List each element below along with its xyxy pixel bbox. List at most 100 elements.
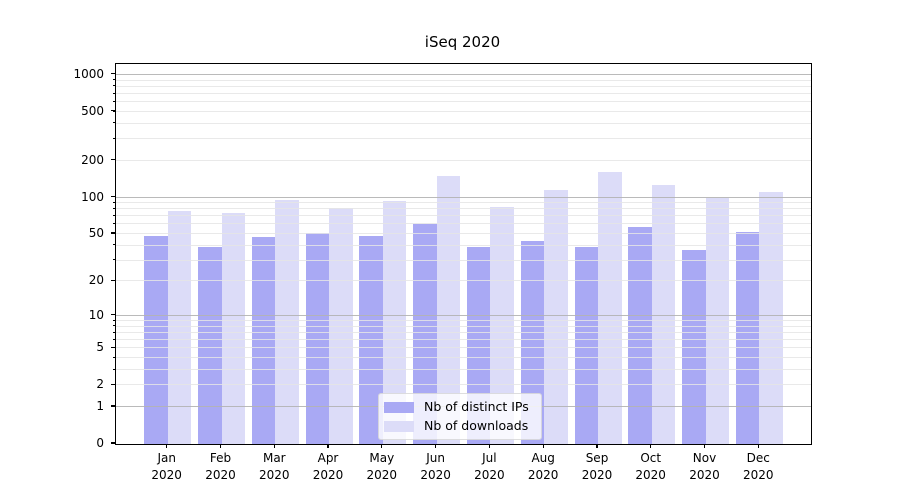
y-minor-tick-mark-300: [112, 137, 115, 139]
y-minor-tick-mark-900: [112, 79, 115, 80]
legend-item-distinct-ips: Nb of distinct IPs: [384, 400, 529, 414]
y-tick-mark-0: [111, 442, 115, 444]
x-tick-label-may: May 2020: [366, 451, 398, 482]
bar-distinct-ips-dec: [735, 231, 760, 444]
y-minor-tick-mark-9: [112, 319, 115, 321]
bar-downloads-oct: [651, 184, 676, 444]
y-tick-label-50: 50: [88, 226, 104, 240]
x-tick-mark-may: [381, 444, 383, 448]
y-tick-label-5: 5: [96, 340, 104, 355]
x-tick-label-aug: Aug 2020: [527, 451, 559, 482]
y-minor-tick-mark-30: [112, 259, 115, 260]
gridline-major-1000: [116, 73, 811, 75]
bar-downloads-jun: [436, 176, 461, 444]
x-tick-mark-dec: [757, 444, 759, 448]
y-tick-mark-10: [111, 314, 115, 316]
bar-distinct-ips-sep: [574, 246, 598, 444]
y-minor-tick-mark-5: [112, 346, 115, 348]
y-tick-label-2: 2: [96, 377, 104, 392]
x-tick-label-dec: Dec 2020: [743, 451, 774, 482]
legend-swatch-distinct-ips: [384, 401, 414, 413]
bar-downloads-dec: [759, 192, 783, 444]
gridline-minor-900: [116, 79, 811, 81]
x-tick-label-mar: Mar 2020: [259, 451, 290, 482]
y-minor-tick-mark-70: [112, 214, 115, 216]
y-tick-label-200: 200: [81, 152, 104, 167]
x-tick-label-jan: Jan 2020: [151, 451, 182, 482]
legend-swatch-downloads: [384, 420, 414, 432]
gridline-minor-500: [116, 110, 811, 112]
legend-label-distinct-ips: Nb of distinct IPs: [424, 399, 529, 414]
bar-distinct-ips-oct: [628, 227, 652, 444]
bar-downloads-jan: [167, 211, 192, 444]
y-tick-label-100: 100: [81, 189, 104, 204]
gridline-minor-700: [116, 93, 811, 94]
bar-downloads-mar: [275, 199, 299, 444]
bar-distinct-ips-apr: [305, 232, 329, 444]
legend-item-downloads: Nb of downloads: [384, 419, 529, 433]
x-tick-mark-oct: [650, 444, 652, 448]
x-tick-label-feb: Feb 2020: [205, 451, 236, 482]
bar-downloads-feb: [221, 213, 245, 444]
x-tick-label-jul: Jul 2020: [474, 451, 505, 482]
legend: Nb of distinct IPs Nb of downloads: [378, 393, 542, 440]
y-tick-mark-1000: [111, 73, 115, 75]
gridline-minor-300: [116, 138, 811, 140]
y-minor-tick-mark-400: [112, 122, 115, 124]
bar-distinct-ips-nov: [682, 249, 706, 444]
x-tick-label-sep: Sep 2020: [581, 451, 613, 482]
y-minor-tick-mark-200: [112, 159, 115, 161]
x-tick-mark-mar: [273, 444, 275, 448]
y-tick-label-20: 20: [88, 273, 104, 288]
bar-distinct-ips-jun: [413, 224, 437, 444]
y-minor-tick-mark-20: [112, 279, 115, 281]
y-minor-tick-mark-600: [112, 100, 115, 102]
y-minor-tick-mark-50: [112, 232, 115, 234]
y-tick-label-500: 500: [81, 103, 104, 118]
y-minor-tick-mark-700: [112, 92, 115, 94]
bar-downloads-apr: [329, 208, 353, 444]
gridline-minor-800: [116, 85, 811, 87]
x-tick-label-oct: Oct 2020: [635, 451, 666, 482]
y-tick-mark-100: [111, 195, 115, 198]
y-minor-tick-mark-60: [112, 223, 115, 224]
y-tick-label-10: 10: [88, 307, 104, 322]
y-minor-tick-mark-800: [112, 85, 115, 87]
y-tick-label-1: 1: [96, 399, 104, 413]
x-tick-mark-aug: [542, 444, 544, 448]
y-minor-tick-mark-40: [112, 244, 115, 246]
y-minor-tick-mark-6: [112, 338, 115, 340]
chart-title: iSeq 2020: [424, 33, 501, 51]
bar-downloads-may: [382, 201, 407, 444]
y-minor-tick-mark-500: [112, 110, 115, 112]
bar-distinct-ips-feb: [198, 246, 222, 444]
x-tick-mark-nov: [703, 444, 706, 448]
x-tick-label-jun: Jun 2020: [420, 451, 451, 482]
bar-downloads-aug: [544, 190, 568, 444]
y-minor-tick-mark-4: [112, 356, 115, 358]
gridline-minor-600: [116, 101, 811, 103]
legend-label-downloads: Nb of downloads: [424, 418, 529, 433]
x-tick-mark-feb: [219, 444, 222, 448]
gridline-minor-200: [116, 159, 811, 161]
y-tick-label-0: 0: [96, 436, 104, 450]
x-tick-label-nov: Nov 2020: [689, 451, 720, 482]
x-tick-mark-jul: [488, 444, 490, 448]
y-minor-tick-mark-3: [112, 368, 115, 370]
y-minor-tick-mark-2: [112, 383, 115, 385]
bar-distinct-ips-jan: [144, 236, 168, 444]
x-tick-mark-jun: [435, 444, 437, 448]
bar-downloads-nov: [705, 197, 729, 444]
plot-area: [115, 63, 812, 445]
x-tick-mark-sep: [596, 444, 598, 448]
x-tick-mark-apr: [327, 444, 329, 448]
x-tick-label-apr: Apr 2020: [312, 451, 344, 482]
x-tick-mark-jan: [166, 444, 168, 448]
y-minor-tick-mark-7: [112, 331, 115, 333]
y-tick-mark-1: [111, 405, 115, 407]
y-minor-tick-mark-80: [112, 207, 115, 209]
y-minor-tick-mark-90: [112, 201, 115, 203]
bar-downloads-sep: [598, 171, 622, 444]
y-minor-tick-mark-8: [112, 325, 115, 327]
